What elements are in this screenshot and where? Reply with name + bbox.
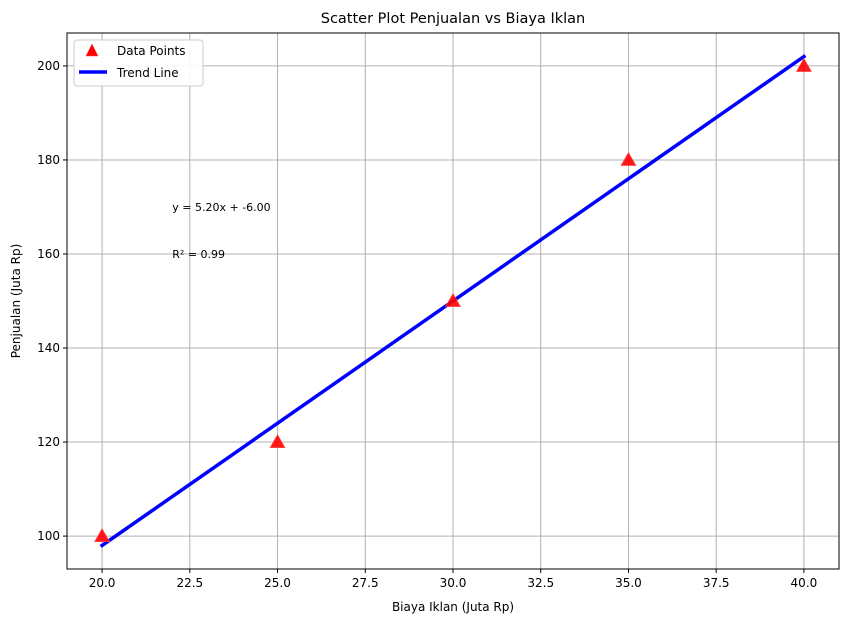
y-tick-label: 120 bbox=[37, 435, 60, 449]
data-points-layer bbox=[94, 57, 812, 543]
annotations: y = 5.20x + -6.00 R² = 0.99 bbox=[172, 201, 270, 261]
x-tick-label: 30.0 bbox=[440, 576, 467, 590]
x-tick-label: 37.5 bbox=[703, 576, 730, 590]
x-tick-label: 25.0 bbox=[264, 576, 291, 590]
data-point bbox=[94, 527, 111, 543]
y-tick-label: 100 bbox=[37, 529, 60, 543]
x-tick-label: 27.5 bbox=[352, 576, 379, 590]
y-tick-label: 180 bbox=[37, 153, 60, 167]
x-tick-label: 22.5 bbox=[176, 576, 203, 590]
annotation-text: y = 5.20x + -6.00 bbox=[172, 201, 270, 214]
legend-entry-data-points: Data Points bbox=[117, 44, 186, 58]
y-tick-label: 140 bbox=[37, 341, 60, 355]
x-tick-label: 20.0 bbox=[89, 576, 116, 590]
data-point bbox=[795, 57, 812, 72]
data-point bbox=[444, 292, 462, 307]
x-tick-label: 40.0 bbox=[791, 576, 818, 590]
annotation-text: R² = 0.99 bbox=[172, 248, 225, 261]
legend-triangle-marker bbox=[85, 43, 99, 57]
x-axis-label: Biaya Iklan (Juta Rp) bbox=[392, 600, 514, 614]
y-axis-ticks: 100 120 140 160 180 200 bbox=[37, 59, 67, 543]
y-tick-label: 200 bbox=[37, 59, 60, 73]
legend-box bbox=[73, 39, 204, 87]
y-tick-label: 160 bbox=[37, 247, 60, 261]
chart-title: Scatter Plot Penjualan vs Biaya Iklan bbox=[321, 11, 585, 27]
x-tick-label: 35.0 bbox=[615, 576, 642, 590]
x-axis-ticks: 20.0 22.5 25.0 27.5 30.0 32.5 35.0 37.5 40.0 bbox=[89, 569, 818, 590]
data-point bbox=[269, 433, 286, 448]
legend-entry-trend-line: Trend Line bbox=[116, 66, 179, 80]
data-point bbox=[620, 151, 637, 166]
legend: Data Points Trend Line bbox=[73, 39, 204, 87]
x-tick-label: 32.5 bbox=[527, 576, 554, 590]
y-axis-label: Penjualan (Juta Rp) bbox=[9, 244, 23, 359]
